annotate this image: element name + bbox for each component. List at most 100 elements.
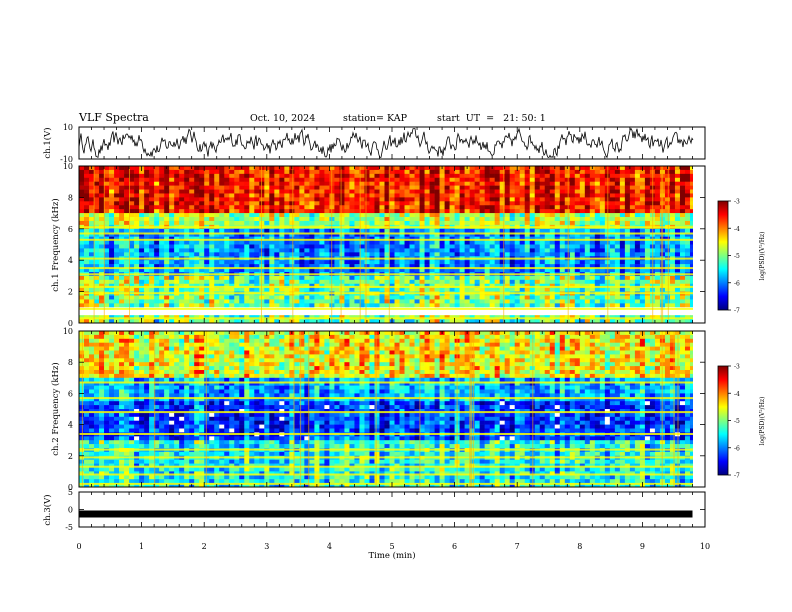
spectrogram-cell xyxy=(614,275,621,281)
spectrogram-cell xyxy=(384,303,390,308)
spectrogram-cell xyxy=(579,173,586,179)
spectrogram-cell xyxy=(309,173,315,179)
spectrogram-cell xyxy=(674,275,681,281)
spectrogram-cell xyxy=(184,303,190,308)
spectrogram-cell xyxy=(219,181,225,186)
spectrogram-cell xyxy=(474,252,480,257)
spectrogram-cell xyxy=(614,193,621,198)
spectrogram-cell xyxy=(309,311,315,316)
spectrogram-cell xyxy=(199,205,205,210)
spectrogram-cell xyxy=(194,275,200,281)
spectrogram-cell xyxy=(379,279,385,285)
spectrogram-cell xyxy=(394,213,400,218)
spectrogram-cell xyxy=(269,181,275,186)
spectrogram-cell xyxy=(154,232,160,237)
spectrogram-cell xyxy=(349,303,355,308)
spectrogram-cell xyxy=(349,315,355,320)
spectrogram-cell xyxy=(124,260,130,265)
spectrogram-cell xyxy=(664,252,671,257)
spectrogram-cell xyxy=(469,303,475,308)
spectrogram-cell xyxy=(589,264,596,269)
spectrogram-cell xyxy=(174,181,180,186)
spectrogram-cell xyxy=(664,193,671,198)
spectrogram-cell xyxy=(434,209,440,214)
spectrogram-cell xyxy=(684,197,691,202)
spectrogram-cell xyxy=(634,189,641,194)
spectrogram-cell xyxy=(514,220,521,226)
spectrogram-cell xyxy=(549,197,556,202)
spectrogram-cell xyxy=(459,166,465,171)
spectrogram-cell xyxy=(509,311,515,316)
spectrogram-cell xyxy=(454,299,460,304)
spectrogram-cell xyxy=(614,268,621,273)
spectrogram-cell xyxy=(134,268,140,273)
spectrogram-cell xyxy=(354,268,360,273)
spectrogram-cell xyxy=(389,232,395,237)
spectrogram-cell xyxy=(319,209,325,214)
spectrogram-cell xyxy=(609,252,616,257)
spectrogram-cell xyxy=(174,220,180,226)
spectrogram-cell xyxy=(309,240,315,245)
spectrogram-cell xyxy=(509,166,515,171)
spectrogram-cell xyxy=(429,181,435,186)
spectrogram-cell xyxy=(389,283,395,288)
spectrogram-cell xyxy=(134,244,140,249)
spectrogram-cell xyxy=(654,295,661,300)
spectrogram-cell xyxy=(129,213,135,218)
spectrogram-cell xyxy=(404,252,410,257)
spectrogram-cell xyxy=(619,197,626,202)
spectrogram-cell xyxy=(444,232,450,237)
spectrogram-cell xyxy=(204,236,210,241)
spectrogram-cell xyxy=(294,268,300,273)
spectrogram-cell xyxy=(304,169,310,175)
spectrogram-cell xyxy=(279,295,285,300)
spectrogram-cell xyxy=(234,228,240,234)
spectrogram-cell xyxy=(289,181,295,186)
spectrogram-cell xyxy=(199,315,205,320)
spectrogram-cell xyxy=(654,181,661,186)
spectrogram-cell xyxy=(414,189,420,194)
spectrogram-cell xyxy=(479,228,485,234)
spectrogram-cell xyxy=(294,217,300,222)
spectrogram-cell xyxy=(229,295,235,300)
spectrogram-cell xyxy=(179,295,185,300)
spectrogram-cell xyxy=(579,252,586,257)
spectrogram-cell xyxy=(444,311,450,316)
spectrogram-cell xyxy=(254,169,260,175)
spectrogram-cell xyxy=(509,228,515,234)
spectrogram-cell xyxy=(389,315,395,320)
spectrogram-cell xyxy=(429,283,435,288)
spectrogram-cell xyxy=(119,279,125,285)
spectrogram-cell xyxy=(214,279,220,285)
spectrogram-cell xyxy=(379,217,385,222)
spectrogram-cell xyxy=(89,295,95,300)
spectrogram-cell xyxy=(184,181,190,186)
spectrogram-cell xyxy=(289,244,295,249)
spectrogram-cell xyxy=(304,283,310,288)
spectrogram-cell xyxy=(89,268,95,273)
spectrogram-cell xyxy=(204,279,210,285)
spectrogram-cell xyxy=(194,205,200,210)
spectrogram-cell xyxy=(594,299,601,304)
spectrogram-cell xyxy=(599,299,606,304)
spectrogram-cell xyxy=(99,303,105,308)
spectrogram-cell xyxy=(154,177,160,182)
spectrogram-cell xyxy=(449,244,455,249)
spectrogram-cell xyxy=(109,319,115,324)
spectrogram-cell xyxy=(209,248,215,253)
spectrogram-cell xyxy=(579,236,586,241)
spectrogram-cell xyxy=(564,205,571,210)
spectrogram-cell xyxy=(224,283,230,288)
spectrogram-cell xyxy=(634,197,641,202)
spectrogram-cell xyxy=(79,283,85,288)
spectrogram-cell xyxy=(294,185,300,190)
spectrogram-cell xyxy=(274,181,280,186)
spectrogram-cell xyxy=(504,209,510,214)
spectrogram-cell xyxy=(469,268,475,273)
spectrogram-cell xyxy=(579,279,586,285)
spectrogram-cell xyxy=(629,220,636,226)
spectrogram-cell xyxy=(239,295,245,300)
spectrogram-cell xyxy=(654,197,661,202)
spectrogram-cell xyxy=(239,248,245,253)
spectrogram-cell xyxy=(584,268,591,273)
